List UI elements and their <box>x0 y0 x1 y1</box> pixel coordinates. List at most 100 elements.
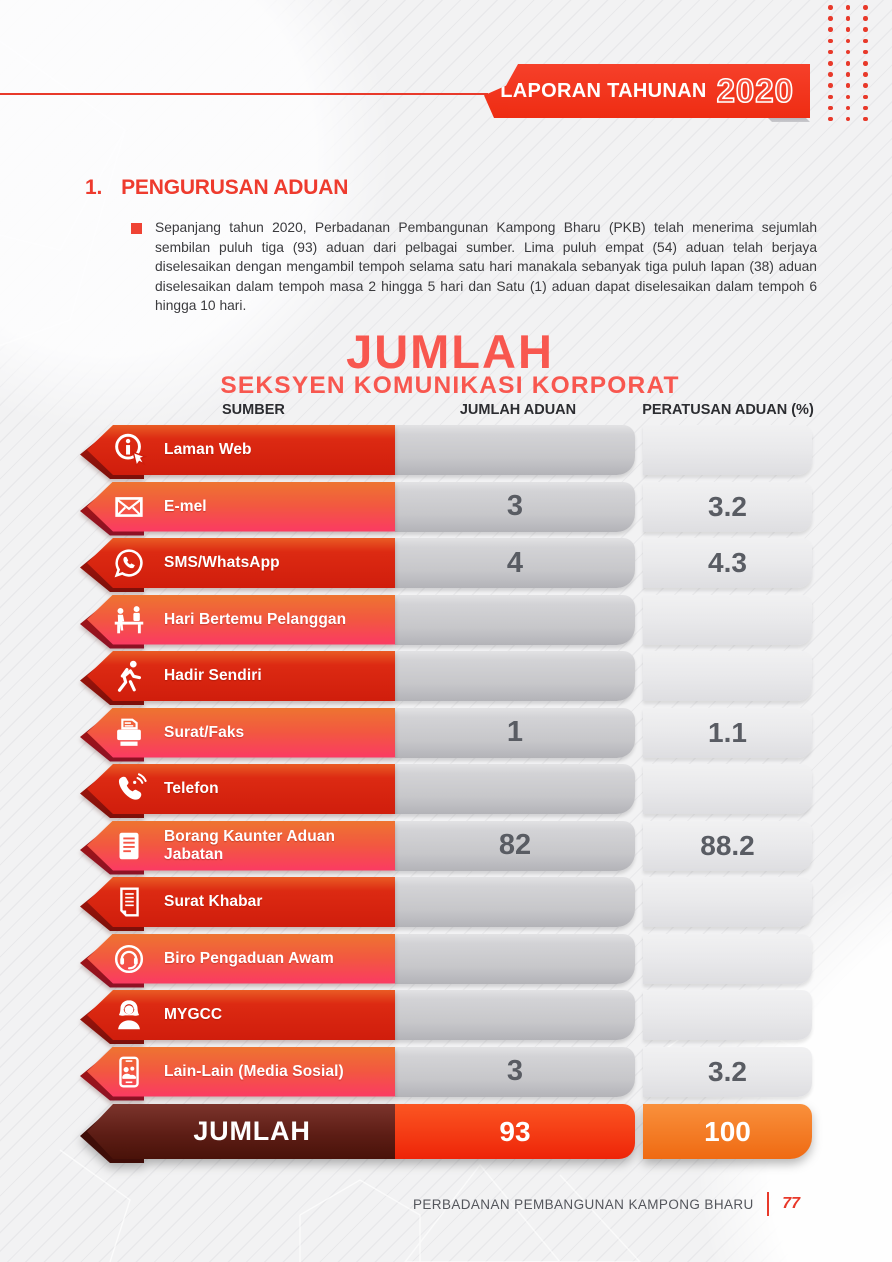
table-body: Laman Web E-mel 3 3.2 SMS/WhatsApp 4 <box>80 425 815 1103</box>
row-value-cell: 3 <box>395 481 635 532</box>
row-value-cell: 3 <box>395 1046 635 1097</box>
column-header-sumber: SUMBER <box>222 402 285 418</box>
whatsapp-icon <box>110 544 148 582</box>
section-title: PENGURUSAN ADUAN <box>121 176 349 199</box>
section-number: 1. <box>85 176 103 199</box>
row-label-ribbon: E-mel <box>80 481 395 536</box>
table-row: Hadir Sendiri <box>80 651 815 705</box>
row-label-ribbon: Telefon <box>80 764 395 818</box>
row-label: Surat/Faks <box>164 723 245 741</box>
row-pct-cell <box>643 990 812 1040</box>
table-row: Biro Pengaduan Awam <box>80 933 815 988</box>
row-label: Hadir Sendiri <box>164 667 262 684</box>
row-label-ribbon: Lain-Lain (Media Sosial) <box>80 1046 395 1101</box>
row-label-ribbon: Hadir Sendiri <box>80 651 395 705</box>
total-pct-cell: 100 <box>643 1104 812 1159</box>
row-label-ribbon: Hari Bertemu Pelanggan <box>80 594 395 649</box>
ribbon-bar <box>87 538 395 588</box>
social-phone-icon <box>110 1053 148 1091</box>
row-label: Biro Pengaduan Awam <box>164 949 334 967</box>
ribbon-bar <box>87 481 395 532</box>
column-header-jumlah-aduan: JUMLAH ADUAN <box>459 402 577 418</box>
row-label-ribbon: Surat/Faks <box>80 707 395 762</box>
row-label: E-mel <box>164 497 207 515</box>
row-value-cell: 82 <box>395 820 635 871</box>
ribbon-bar <box>87 933 395 984</box>
table-row: E-mel 3 3.2 <box>80 481 815 536</box>
column-header-peratusan-aduan: PERATUSAN ADUAN (%) <box>642 402 814 418</box>
bullet-square-icon <box>131 223 142 234</box>
row-pct-cell <box>643 594 812 645</box>
row-value-cell <box>395 594 635 645</box>
total-value-cell: 93 <box>395 1104 635 1159</box>
row-pct-cell: 88.2 <box>643 820 812 871</box>
footer-divider <box>766 1192 770 1216</box>
row-value-cell <box>395 933 635 984</box>
form-icon <box>110 827 148 865</box>
intro-paragraph: Sepanjang tahun 2020, Perbadanan Pembang… <box>155 220 817 314</box>
headset-icon <box>110 940 148 978</box>
table-subtitle: SEKSYEN KOMUNIKASI KORPORAT <box>220 372 680 399</box>
row-label: SMS/WhatsApp <box>164 554 280 571</box>
row-label: Laman Web <box>164 441 252 458</box>
report-banner: LAPORAN TAHUNAN 2020 <box>484 64 810 118</box>
row-label: Lain-Lain (Media Sosial) <box>164 1062 344 1080</box>
fax-printer-icon <box>110 714 148 752</box>
table-title: JUMLAH <box>346 325 554 378</box>
row-pct-cell: 3.2 <box>643 1046 812 1097</box>
ribbon-bar <box>87 764 395 814</box>
header-rule-line <box>0 93 488 95</box>
meeting-icon <box>110 601 148 639</box>
row-value-cell: 4 <box>395 538 635 588</box>
newspaper-icon <box>110 883 148 921</box>
row-pct-cell <box>643 764 812 814</box>
total-label-ribbon: JUMLAH <box>80 1104 395 1163</box>
row-label: MYGCC <box>164 1006 223 1023</box>
row-pct-cell <box>643 877 812 927</box>
banner-title: LAPORAN TAHUNAN <box>500 79 707 102</box>
row-label-ribbon: MYGCC <box>80 990 395 1044</box>
runner-icon <box>110 657 148 695</box>
row-value-cell <box>395 764 635 814</box>
total-label: JUMLAH <box>87 1104 395 1159</box>
table-row: MYGCC <box>80 990 815 1044</box>
row-label-ribbon: SMS/WhatsApp <box>80 538 395 592</box>
row-label: Hari Bertemu Pelanggan <box>164 610 347 628</box>
row-label-ribbon: Laman Web <box>80 425 395 479</box>
row-label: Surat Khabar <box>164 893 263 910</box>
row-value-cell: 1 <box>395 707 635 758</box>
dot-grid-decoration <box>828 5 868 122</box>
table-row: Borang Kaunter Aduan Jabatan 82 88.2 <box>80 820 815 875</box>
row-value-cell <box>395 877 635 927</box>
table-row: Lain-Lain (Media Sosial) 3 3.2 <box>80 1046 815 1101</box>
section-heading: 1. PENGURUSAN ADUAN <box>85 176 348 200</box>
table-row: Surat Khabar <box>80 877 815 931</box>
row-pct-cell <box>643 425 812 475</box>
row-value-cell <box>395 425 635 475</box>
table-row: Laman Web <box>80 425 815 479</box>
table-row: Telefon <box>80 764 815 818</box>
row-pct-cell: 4.3 <box>643 538 812 588</box>
footer-organisation: PERBADANAN PEMBANGUNAN KAMPONG BHARU <box>412 1196 754 1212</box>
row-label-ribbon: Surat Khabar <box>80 877 395 931</box>
row-label-ribbon: Biro Pengaduan Awam <box>80 933 395 988</box>
page-footer: PERBADANAN PEMBANGUNAN KAMPONG BHARU 77 <box>0 1192 800 1216</box>
total-row: JUMLAH 93 100 <box>80 1104 815 1163</box>
row-pct-cell: 1.1 <box>643 707 812 758</box>
row-pct-cell <box>643 933 812 984</box>
table-row: SMS/WhatsApp 4 4.3 <box>80 538 815 592</box>
phone-icon <box>110 770 148 808</box>
row-label-ribbon: Borang Kaunter Aduan Jabatan <box>80 820 395 875</box>
banner-year: 2020 <box>716 71 794 110</box>
agent-icon <box>110 996 148 1034</box>
row-value-cell <box>395 651 635 701</box>
web-info-icon <box>110 431 148 469</box>
table-row: Hari Bertemu Pelanggan <box>80 594 815 649</box>
row-label: Borang Kaunter Aduan Jabatan <box>164 827 336 863</box>
row-pct-cell <box>643 651 812 701</box>
row-label: Telefon <box>164 780 219 797</box>
page-number: 77 <box>782 1195 800 1212</box>
row-pct-cell: 3.2 <box>643 481 812 532</box>
table-row: Surat/Faks 1 1.1 <box>80 707 815 762</box>
row-value-cell <box>395 990 635 1040</box>
